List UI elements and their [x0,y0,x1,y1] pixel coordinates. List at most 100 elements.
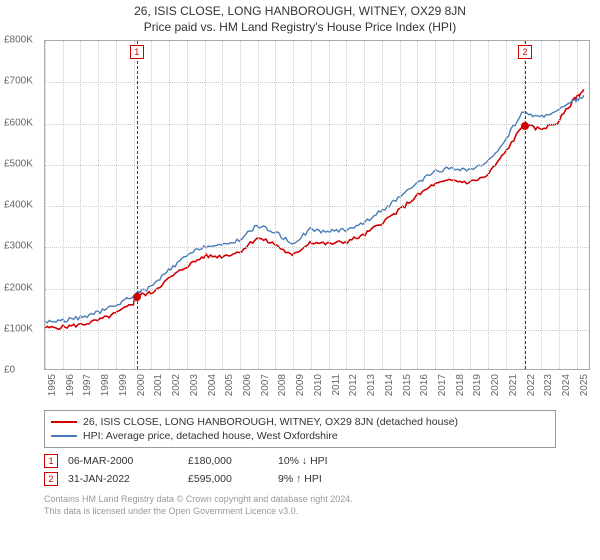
y-tick-label: £0 [4,365,15,376]
x-axis-labels: 1995199619971998199920002001200220032004… [44,370,590,406]
legend-row: 26, ISIS CLOSE, LONG HANBOROUGH, WITNEY,… [51,415,549,429]
x-tick-label: 2017 [437,374,448,396]
plot-area: 12 [44,40,590,370]
event-index: 1 [44,454,58,468]
gridline-v [258,41,259,369]
gridline-v [346,41,347,369]
x-tick-label: 2019 [472,374,483,396]
x-tick-label: 2014 [384,374,395,396]
gridline-v [63,41,64,369]
x-tick-label: 1995 [47,374,58,396]
gridline-h [45,124,589,125]
gridline-v [45,41,46,369]
figure: 26, ISIS CLOSE, LONG HANBOROUGH, WITNEY,… [0,0,600,560]
gridline-v [400,41,401,369]
x-tick-label: 2021 [508,374,519,396]
x-tick-label: 2020 [490,374,501,396]
y-tick-label: £200K [4,282,33,293]
gridline-v [577,41,578,369]
event-price: £180,000 [188,455,278,467]
x-tick-label: 2001 [153,374,164,396]
x-tick-label: 2000 [136,374,147,396]
gridline-h [45,330,589,331]
y-tick-label: £800K [4,35,33,46]
gridline-h [45,206,589,207]
gridline-h [45,247,589,248]
gridline-v [453,41,454,369]
gridline-v [435,41,436,369]
x-tick-label: 1996 [65,374,76,396]
x-tick-label: 2005 [224,374,235,396]
gridline-h [45,165,589,166]
event-price: £595,000 [188,473,278,485]
event-diff: 9% ↑ HPI [278,473,388,485]
legend-label: HPI: Average price, detached house, West… [83,430,338,442]
footer: Contains HM Land Registry data © Crown c… [44,494,556,517]
x-tick-label: 2022 [526,374,537,396]
gridline-v [506,41,507,369]
x-tick-label: 2023 [543,374,554,396]
gridline-v [417,41,418,369]
footer-line: Contains HM Land Registry data © Crown c… [44,494,556,506]
event-marker-box: 2 [518,45,532,59]
gridline-h [45,289,589,290]
event-marker-box: 1 [130,45,144,59]
x-tick-label: 1999 [118,374,129,396]
gridline-v [488,41,489,369]
event-diff: 10% ↓ HPI [278,455,388,467]
gridline-v [382,41,383,369]
x-tick-label: 2018 [455,374,466,396]
x-tick-label: 2015 [402,374,413,396]
legend-swatch [51,435,77,437]
legend-row: HPI: Average price, detached house, West… [51,429,549,443]
legend-label: 26, ISIS CLOSE, LONG HANBOROUGH, WITNEY,… [83,416,458,428]
x-tick-label: 2025 [579,374,590,396]
gridline-v [169,41,170,369]
legend-swatch [51,421,77,423]
event-index: 2 [44,472,58,486]
gridline-v [364,41,365,369]
event-marker-line [525,41,526,369]
gridline-v [80,41,81,369]
y-tick-label: £400K [4,200,33,211]
x-tick-label: 2004 [207,374,218,396]
y-tick-label: £100K [4,323,33,334]
chart-subtitle: Price paid vs. HM Land Registry's House … [0,18,600,40]
x-tick-label: 2008 [277,374,288,396]
gridline-v [329,41,330,369]
event-table: 106-MAR-2000£180,00010% ↓ HPI231-JAN-202… [44,452,556,488]
x-tick-label: 1998 [100,374,111,396]
gridline-v [240,41,241,369]
gridline-h [45,82,589,83]
x-tick-label: 2010 [313,374,324,396]
gridline-v [470,41,471,369]
legend: 26, ISIS CLOSE, LONG HANBOROUGH, WITNEY,… [44,410,556,448]
gridline-v [98,41,99,369]
x-tick-label: 2006 [242,374,253,396]
x-tick-label: 2016 [419,374,430,396]
x-tick-label: 2012 [348,374,359,396]
x-tick-label: 2007 [260,374,271,396]
event-row: 1 06-MAR-2000£180,00010% ↓ HPI [44,452,556,470]
series-property [45,89,584,329]
gridline-v [541,41,542,369]
gridline-v [205,41,206,369]
x-tick-label: 2011 [331,374,342,396]
gridline-v [134,41,135,369]
event-date: 06-MAR-2000 [68,455,188,467]
x-tick-label: 2003 [189,374,200,396]
y-tick-label: £600K [4,117,33,128]
event-row: 231-JAN-2022£595,0009% ↑ HPI [44,470,556,488]
x-tick-label: 2009 [295,374,306,396]
gridline-v [222,41,223,369]
gridline-v [275,41,276,369]
gridline-v [293,41,294,369]
y-tick-label: £300K [4,241,33,252]
gridline-v [311,41,312,369]
footer-line: This data is licensed under the Open Gov… [44,506,556,518]
x-tick-label: 2013 [366,374,377,396]
gridline-v [559,41,560,369]
y-tick-label: £700K [4,76,33,87]
chart-title: 26, ISIS CLOSE, LONG HANBOROUGH, WITNEY,… [0,0,600,18]
x-tick-label: 2024 [561,374,572,396]
